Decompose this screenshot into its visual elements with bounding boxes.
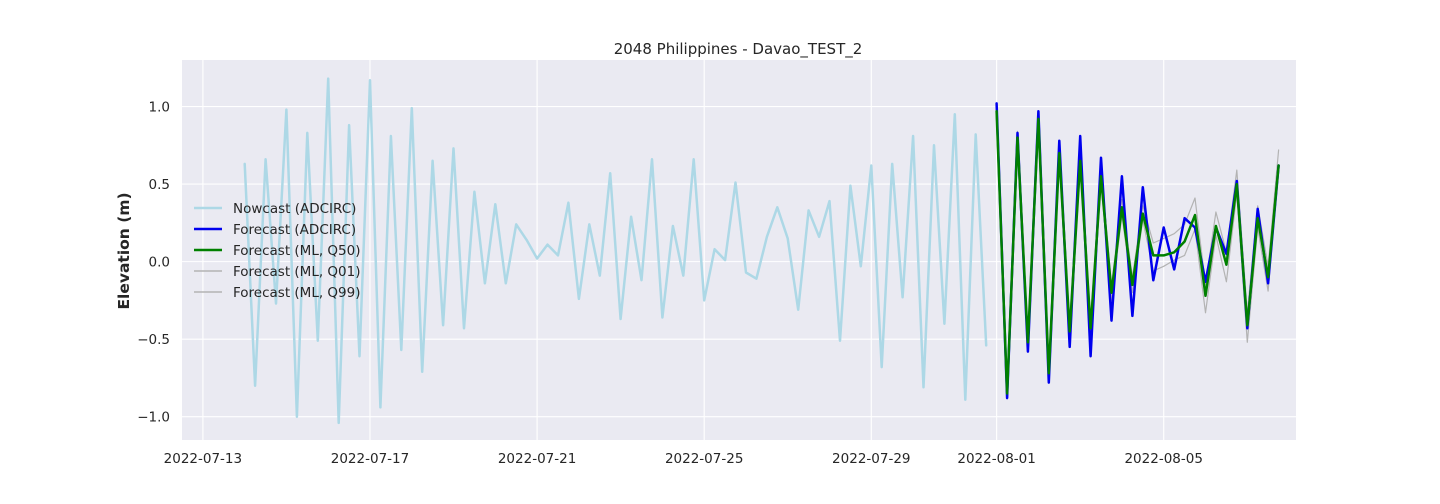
x-tick-label: 2022-08-01: [957, 451, 1035, 467]
x-tick-label: 2022-08-05: [1124, 451, 1202, 467]
y-tick-label: 0.5: [149, 177, 170, 193]
legend-label-forecast-ml-q01: Forecast (ML, Q01): [233, 264, 361, 280]
x-tick-label: 2022-07-25: [665, 451, 743, 467]
y-tick-label: −0.5: [137, 332, 170, 348]
y-axis-label: Elevation (m): [115, 192, 133, 309]
legend-label-forecast-adcirc: Forecast (ADCIRC): [233, 222, 356, 238]
x-tick-label: 2022-07-21: [498, 451, 576, 467]
legend-label-nowcast-adcirc: Nowcast (ADCIRC): [233, 201, 356, 217]
x-tick-label: 2022-07-13: [164, 451, 242, 467]
y-gridlines: [182, 105, 1296, 418]
series-layer: [243, 77, 1280, 425]
y-tick-label: 1.0: [149, 100, 170, 116]
legend: Nowcast (ADCIRC) Forecast (ADCIRC) Forec…: [194, 201, 361, 301]
x-tick-label: 2022-07-17: [331, 451, 409, 467]
x-tick-label: 2022-07-29: [832, 451, 910, 467]
x-tick-labels: 2022-07-13 2022-07-17 2022-07-21 2022-07-25…: [164, 451, 1203, 467]
legend-label-forecast-ml-q50: Forecast (ML, Q50): [233, 243, 361, 259]
legend-label-forecast-ml-q99: Forecast (ML, Q99): [233, 285, 361, 301]
series-line-nowcast-adcirc: [243, 77, 988, 425]
y-tick-label: −1.0: [137, 410, 170, 426]
y-tick-label: 0.0: [149, 255, 170, 271]
y-tick-labels: −1.0 −0.5 0.0 0.5 1.0: [137, 100, 170, 426]
series-line-forecast-ml-q50: [995, 109, 1280, 395]
chart-title: 2048 Philippines - Davao_TEST_2: [614, 40, 863, 59]
